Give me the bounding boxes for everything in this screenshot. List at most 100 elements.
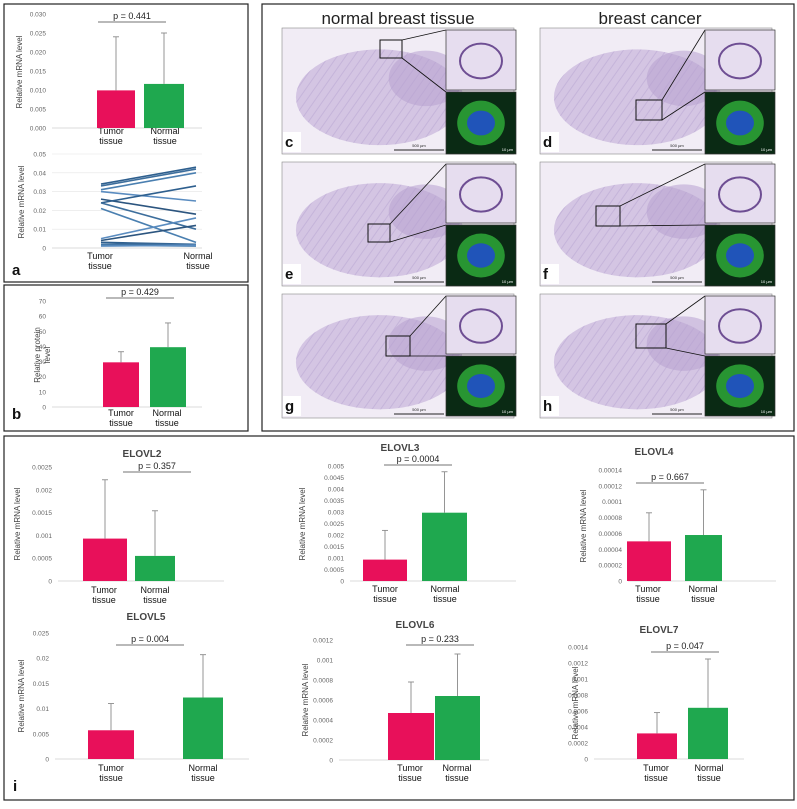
nuclei-signal <box>726 243 754 268</box>
p-value-label: p = 0.004 <box>131 634 169 644</box>
bar-normal <box>688 707 728 759</box>
zoom-connector <box>619 163 706 207</box>
y-tick-label: 70 <box>39 299 47 306</box>
category-label-line: tissue <box>373 594 397 604</box>
paired-sample-line <box>100 168 197 187</box>
y-tick-label: 0.010 <box>30 88 47 95</box>
inset-scale-label: 10 µm <box>761 147 773 152</box>
category-label-line: tissue <box>398 773 422 783</box>
y-tick-label: 0.001 <box>36 533 53 540</box>
letter-backdrop <box>541 264 559 284</box>
header-normal-tissue: normal breast tissue <box>321 9 474 28</box>
y-tick-label: 0.02 <box>33 208 46 215</box>
scale-bar-label: 500 µm <box>670 275 684 280</box>
y-tick-label: 0.00002 <box>599 563 623 570</box>
y-tick-label: 0.002 <box>328 533 345 540</box>
y-tick-label: 0.0025 <box>324 521 344 528</box>
bar-normal <box>183 697 223 759</box>
scale-bar-label: 500 µm <box>670 143 684 148</box>
category-label-line: Normal <box>150 126 179 136</box>
y-tick-label: 40 <box>39 344 47 351</box>
tissue-region <box>388 50 463 107</box>
category-label-line: tissue <box>445 773 469 783</box>
category-label-line: tissue <box>636 594 660 604</box>
y-tick-label: 0.003 <box>328 510 345 517</box>
y-tick-label: 20 <box>39 374 47 381</box>
p-value-label: p = 0.0004 <box>397 454 440 464</box>
y-tick-label: 0.030 <box>30 12 47 19</box>
chart-title: ELOVL5 <box>127 612 166 623</box>
he-inset-structure <box>459 42 503 80</box>
panel-letter-h: h <box>543 398 552 415</box>
category-label: Normal tissue <box>442 763 471 783</box>
chart-title: ELOVL6 <box>396 620 435 631</box>
chart-a_lines: 0.05 0.04 0.03 0.02 0.01 0 Relative mRNA level… <box>12 152 213 280</box>
chart-elovl5: 0.025 0.02 0.015 0.01 0.005 0 Relative mRNA le… <box>13 612 249 795</box>
category-label-line: tissue <box>697 773 721 783</box>
paired-sample-line <box>100 224 197 242</box>
zoom-connector <box>619 224 706 227</box>
category-label-line: Tumor <box>87 251 113 261</box>
bar-tumor <box>97 90 135 128</box>
y-tick-label: 10 <box>39 389 47 396</box>
category-label-line: Tumor <box>372 584 398 594</box>
panel-a-border <box>3 3 249 283</box>
category-label: Normal tissue <box>152 408 181 428</box>
category-label: Tumor tissue <box>98 126 124 146</box>
category-label-line: Normal <box>442 763 471 773</box>
y-tick-label: 0.00014 <box>599 468 623 475</box>
y-tick-label: 0 <box>340 579 344 586</box>
y-tick-label: 0.0012 <box>313 638 333 645</box>
micrograph-g: 10 µm 500 µm g <box>281 293 517 419</box>
y-tick-label: 0.0004 <box>568 725 588 732</box>
y-axis-label-line: Relative mRNA level <box>298 487 307 560</box>
p-value-label: p = 0.047 <box>666 641 704 651</box>
category-label-line: tissue <box>186 261 210 271</box>
y-tick-label: 50 <box>39 329 47 336</box>
y-tick-label: 0.001 <box>328 556 345 563</box>
category-label-line: Tumor <box>643 763 669 773</box>
y-tick-label: 0.00006 <box>599 531 623 538</box>
category-label-line: tissue <box>92 595 116 605</box>
y-tick-label: 0 <box>42 246 46 253</box>
y-axis-label-line: Relative protein <box>33 327 42 383</box>
category-label-line: tissue <box>153 136 177 146</box>
chart-elovl6: 0.0012 0.001 0.0008 0.0006 0.0004 0.0002 0 Rela… <box>301 620 489 783</box>
y-tick-label: 0.0006 <box>313 698 333 705</box>
paired-sample-line <box>100 172 197 191</box>
category-label: Normal tissue <box>140 585 169 605</box>
chart-elovl4: 0.00014 0.00012 0.0001 0.00008 0.00006 0.0000… <box>579 447 776 604</box>
bar-tumor <box>88 730 134 759</box>
bar-tumor <box>363 559 407 581</box>
zoom-region-box <box>595 205 621 227</box>
y-tick-label: 0.0008 <box>568 693 588 700</box>
nuclei-signal <box>467 374 495 398</box>
nuclei-signal <box>726 374 754 398</box>
letter-backdrop <box>283 264 301 284</box>
category-label-line: tissue <box>88 261 112 271</box>
inset-scale-label: 10 µm <box>761 279 773 284</box>
letter-backdrop <box>283 132 301 152</box>
y-axis-label: Relative mRNA level <box>579 489 588 562</box>
category-label-line: Tumor <box>635 584 661 594</box>
he-inset <box>445 29 517 91</box>
paired-sample-line <box>100 217 197 240</box>
he-inset-structure <box>718 176 762 213</box>
y-tick-label: 0.0035 <box>324 498 344 505</box>
y-tick-label: 0.001 <box>572 677 589 684</box>
y-axis-label-line: Relative mRNA level <box>15 35 24 108</box>
zoom-connector <box>409 295 447 337</box>
p-value-label: p = 0.441 <box>113 11 151 21</box>
bar-normal <box>135 555 175 581</box>
y-axis-label: Relative proteinlevel <box>33 327 52 383</box>
category-label-line: tissue <box>191 773 215 783</box>
y-axis-label-line: Relative mRNA level <box>17 165 26 238</box>
y-tick-label: 0.015 <box>30 69 47 76</box>
p-value-label: p = 0.233 <box>421 634 459 644</box>
y-tick-label: 0.0002 <box>313 738 333 745</box>
y-tick-label: 0.04 <box>33 170 46 177</box>
y-tick-label: 0.025 <box>33 631 50 638</box>
category-label-line: Normal <box>140 585 169 595</box>
category-label-line: Tumor <box>397 763 423 773</box>
